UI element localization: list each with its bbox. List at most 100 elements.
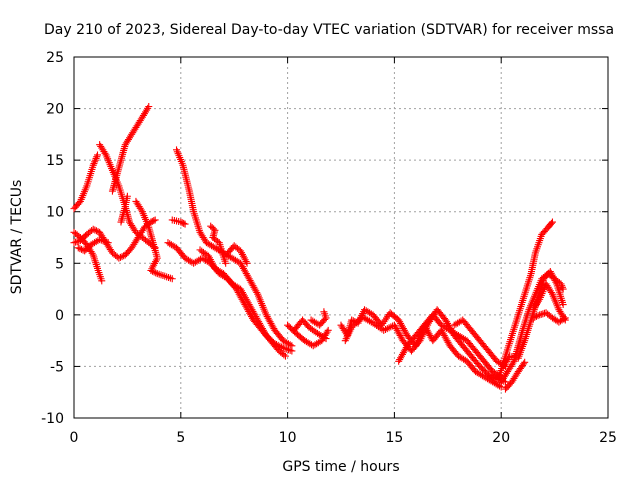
data-point [205, 254, 213, 262]
series-track-22 [495, 218, 556, 381]
data-point [271, 340, 279, 348]
data-point [547, 219, 555, 227]
data-point [320, 334, 328, 342]
data-point [495, 382, 503, 390]
series-track-6 [74, 236, 112, 255]
data-point [115, 254, 123, 262]
data-point [92, 154, 100, 162]
series-track-1 [70, 151, 101, 213]
data-point [104, 239, 112, 247]
data-point [148, 267, 156, 275]
data-point [548, 271, 556, 279]
data-point [288, 347, 296, 355]
data-point [152, 269, 160, 277]
data-point [151, 259, 159, 267]
data-point [550, 275, 558, 283]
data-point [222, 259, 230, 267]
data-point [152, 256, 160, 264]
x-tick-label: 10 [279, 430, 297, 446]
data-point [272, 341, 280, 349]
y-tick-label: -10 [41, 411, 64, 427]
data-point [559, 301, 567, 309]
data-point [153, 254, 161, 262]
data-point [354, 317, 362, 325]
data-point [145, 103, 153, 111]
y-tick-label: 20 [46, 102, 64, 118]
data-point [209, 261, 217, 269]
data-point [139, 111, 147, 119]
series-track-19 [341, 306, 509, 386]
grid-lines [74, 57, 608, 418]
data-point [561, 314, 569, 322]
data-point [206, 256, 214, 264]
x-tick-label: 0 [70, 430, 79, 446]
data-point [123, 192, 131, 200]
data-point [207, 257, 215, 265]
data-point [322, 335, 330, 343]
data-point [150, 261, 158, 269]
data-point [376, 324, 384, 332]
data-point [364, 316, 372, 324]
data-point [93, 153, 101, 161]
data-point [552, 278, 560, 286]
data-point [362, 315, 370, 323]
data-point [151, 216, 159, 224]
data-point [532, 312, 540, 320]
series-track-27 [501, 358, 529, 393]
series-track-17 [307, 308, 330, 329]
data-point [352, 319, 360, 327]
data-point [243, 259, 251, 267]
data-point [374, 323, 382, 331]
data-point [97, 236, 105, 244]
series-track-12 [196, 246, 296, 355]
data-point [324, 326, 332, 334]
data-point [76, 245, 84, 253]
data-point [382, 314, 390, 322]
data-point [241, 256, 249, 264]
data-point [548, 218, 556, 226]
series-track-7 [132, 197, 176, 283]
y-tick-label: -5 [50, 359, 64, 375]
series-track-10 [173, 146, 296, 350]
data-point [147, 267, 155, 275]
data-point [118, 253, 126, 261]
data-point [240, 254, 248, 262]
data-point [355, 316, 363, 324]
data-point [237, 247, 245, 255]
data-point [279, 344, 287, 352]
data-point [534, 312, 542, 320]
data-point [547, 289, 555, 297]
data-point [348, 316, 356, 324]
x-tick-label: 15 [385, 430, 403, 446]
data-point [91, 156, 99, 164]
data-point [351, 320, 359, 328]
data-point [547, 269, 555, 277]
data-point [253, 289, 261, 297]
data-points [70, 103, 569, 393]
data-point [385, 324, 393, 332]
data-point [90, 160, 98, 168]
data-point [180, 219, 188, 227]
data-point [89, 161, 97, 169]
series-track-9 [168, 216, 189, 228]
data-point [239, 252, 247, 260]
data-point [382, 325, 389, 333]
data-point [486, 372, 494, 380]
data-point [381, 316, 389, 324]
x-tick-label: 5 [176, 430, 185, 446]
data-point [546, 268, 554, 276]
series-track-4 [70, 228, 106, 285]
data-point [280, 351, 288, 359]
data-point [181, 220, 189, 228]
series-track-26 [529, 309, 569, 326]
data-point [509, 359, 517, 367]
data-point [283, 345, 291, 353]
data-point [278, 343, 286, 351]
data-point [551, 276, 559, 284]
data-point [205, 252, 213, 260]
data-point [88, 249, 96, 257]
series-track-25 [529, 280, 569, 324]
data-point [373, 322, 381, 330]
series-track-2 [96, 141, 159, 252]
